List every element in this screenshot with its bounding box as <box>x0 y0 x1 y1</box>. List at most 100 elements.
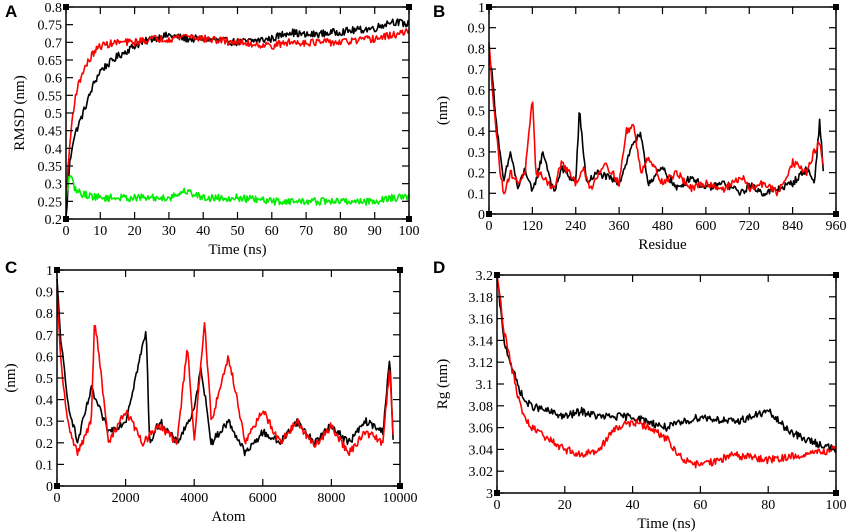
y-tick-label-a: 0.8 <box>45 1 63 16</box>
y-tick-label-d: 3 <box>486 487 493 502</box>
y-tick-label-d: 3.06 <box>469 422 494 437</box>
y-tick-label-b: 1 <box>478 1 485 16</box>
y-tick-label-b: 0.2 <box>468 167 486 182</box>
y-tick-label-a: 0.2 <box>45 213 63 228</box>
y-tick-label-a: 0.65 <box>38 54 63 69</box>
corner-marker-b <box>833 4 839 10</box>
y-tick-label-d: 3.1 <box>476 378 494 393</box>
y-tick-label-b: 0.7 <box>468 63 486 78</box>
x-axis-title-d: Time (ns) <box>637 516 695 532</box>
y-tick-label-c: 0.8 <box>36 307 54 322</box>
corner-marker-c <box>397 267 403 273</box>
y-tick-label-a: 0.25 <box>38 195 63 210</box>
x-tick-label-c: 8000 <box>317 491 345 506</box>
x-tick-label-b: 960 <box>826 219 847 234</box>
y-axis-title-c: (nm) <box>3 363 19 392</box>
x-tick-label-a: 20 <box>128 224 142 239</box>
x-tick-label-d: 100 <box>826 498 847 513</box>
y-tick-label-b: 0.3 <box>468 146 486 161</box>
x-tick-label-d: 60 <box>693 498 707 513</box>
y-tick-label-d: 3.04 <box>469 443 494 458</box>
x-tick-label-b: 360 <box>609 219 630 234</box>
x-tick-label-d: 80 <box>761 498 775 513</box>
x-tick-label-a: 40 <box>196 224 210 239</box>
y-tick-label-a: 0.45 <box>38 125 63 140</box>
x-tick-label-a: 90 <box>368 224 382 239</box>
y-tick-label-b: 0.6 <box>468 84 486 99</box>
x-tick-label-a: 70 <box>299 224 313 239</box>
series-red-line-a <box>65 28 410 200</box>
x-tick-label-a: 0 <box>63 224 70 239</box>
x-axis-title-b: Residue <box>638 237 687 253</box>
corner-marker-c <box>54 267 60 273</box>
corner-marker-d <box>833 490 839 496</box>
corner-marker-a <box>406 4 412 10</box>
x-tick-label-b: 840 <box>782 219 803 234</box>
y-tick-label-a: 0.4 <box>45 142 63 157</box>
y-tick-label-a: 0.5 <box>45 107 63 122</box>
x-tick-label-a: 10 <box>93 224 107 239</box>
chart-c: 0 2000 4000 6000 8000 10000 0 0.1 0.2 0.3 0.4 0.5 0.… <box>3 264 418 525</box>
y-tick-label-c: 1 <box>46 264 53 279</box>
x-tick-label-a: 50 <box>231 224 245 239</box>
x-tick-label-a: 60 <box>265 224 279 239</box>
x-tick-label-c: 10000 <box>383 491 418 506</box>
y-tick-label-c: 0 <box>46 480 53 495</box>
corner-marker-b <box>486 211 492 217</box>
corner-marker-d <box>833 272 839 278</box>
corner-marker-a <box>63 216 69 222</box>
y-tick-label-c: 0.6 <box>36 350 54 365</box>
series-black-line-d <box>496 274 837 454</box>
y-tick-label-a: 0.3 <box>45 178 63 193</box>
corner-marker-b <box>486 4 492 10</box>
corner-marker-d <box>494 490 500 496</box>
y-tick-label-a: 0.6 <box>45 72 63 87</box>
y-tick-label-c: 0.7 <box>36 329 54 344</box>
x-tick-label-b: 600 <box>695 219 716 234</box>
series-green-line-a <box>65 175 410 206</box>
y-tick-label-d: 3.08 <box>469 400 494 415</box>
x-tick-label-d: 20 <box>558 498 572 513</box>
chart-a: 0 10 20 30 40 50 60 70 80 90 100 0.2 0.25 0.3 0.35 0.4 0… <box>12 1 420 258</box>
x-axis-title-a: Time (ns) <box>208 242 266 258</box>
y-tick-label-c: 0.9 <box>36 286 54 301</box>
x-tick-label-b: 720 <box>739 219 760 234</box>
y-tick-label-a: 0.75 <box>38 19 63 34</box>
y-tick-label-c: 0.3 <box>36 415 54 430</box>
y-axis-title-d: Rg (nm) <box>435 359 451 409</box>
y-tick-label-b: 0.4 <box>468 125 486 140</box>
y-tick-label-b: 0.9 <box>468 22 486 37</box>
y-tick-label-b: 0 <box>478 208 485 223</box>
y-tick-label-c: 0.4 <box>36 394 54 409</box>
panel-label-d: D <box>433 258 446 277</box>
y-tick-label-b: 0.8 <box>468 42 486 57</box>
y-axis-title-a: RMSD (nm) <box>12 75 28 150</box>
series-red-line-b <box>488 42 825 197</box>
chart-b: 0 120 240 360 480 600 720 840 960 0 0.1 0.2 0.3 0.4 0.… <box>435 1 847 253</box>
x-tick-label-a: 30 <box>162 224 176 239</box>
chart-d: 0 20 40 60 80 100 3 3.02 3.04 3.06 3.08 3.1 3.12 3.14… <box>435 269 847 532</box>
corner-marker-c <box>54 483 60 489</box>
x-axis-title-c: Atom <box>211 509 246 525</box>
corner-marker-d <box>494 272 500 278</box>
panel-label-b: B <box>433 2 446 21</box>
panel-label-a: A <box>5 2 18 21</box>
y-tick-label-c: 0.1 <box>36 458 54 473</box>
y-tick-label-b: 0.1 <box>468 187 486 202</box>
x-tick-label-a: 100 <box>399 224 420 239</box>
x-tick-label-b: 0 <box>486 219 493 234</box>
x-tick-label-d: 0 <box>494 498 501 513</box>
x-tick-label-c: 2000 <box>112 491 140 506</box>
y-tick-label-d: 3.18 <box>469 291 494 306</box>
y-tick-label-a: 0.7 <box>45 36 63 51</box>
y-tick-label-b: 0.5 <box>468 105 486 120</box>
plot-frame-d <box>496 274 837 494</box>
x-tick-label-c: 0 <box>54 491 61 506</box>
series-red-line-c <box>56 289 394 457</box>
y-tick-label-d: 3.16 <box>469 313 494 328</box>
y-tick-label-c: 0.2 <box>36 437 54 452</box>
x-tick-label-b: 240 <box>565 219 586 234</box>
corner-marker-b <box>833 211 839 217</box>
x-tick-label-c: 4000 <box>180 491 208 506</box>
